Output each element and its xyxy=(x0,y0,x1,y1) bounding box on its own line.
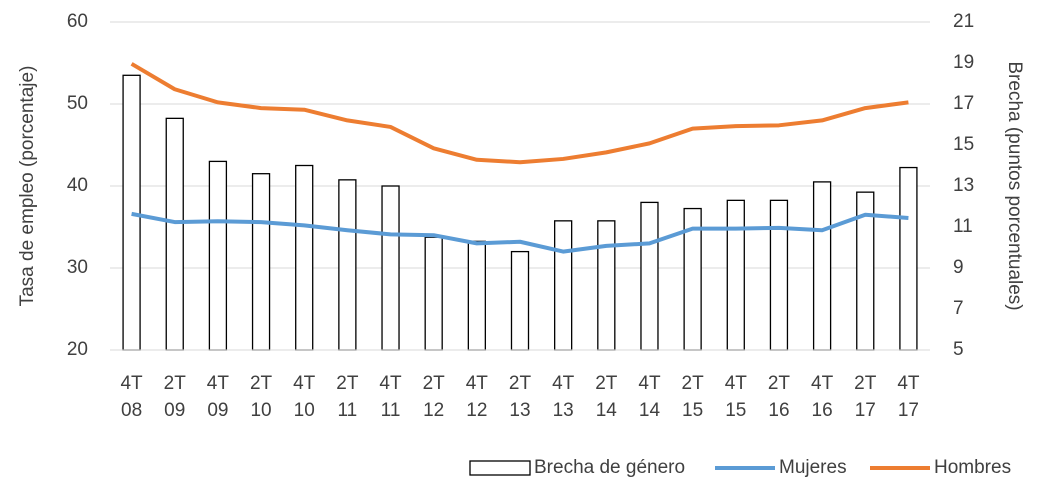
x-tick-label: 4T xyxy=(120,373,143,394)
bar xyxy=(165,117,184,351)
y2-tick-label: 11 xyxy=(953,216,973,237)
x-tick-label: 10 xyxy=(294,400,315,421)
x-tick-label: 2T xyxy=(336,373,359,394)
y2-tick-label: 21 xyxy=(953,11,974,32)
x-tick-label: 4T xyxy=(638,373,661,394)
x-tick-label: 13 xyxy=(509,400,530,421)
x-tick-label: 4T xyxy=(207,373,230,394)
x-tick-label: 11 xyxy=(338,400,358,421)
y2-tick-label: 15 xyxy=(953,134,974,155)
bar xyxy=(769,199,789,351)
bar xyxy=(338,179,357,351)
x-tick-label: 09 xyxy=(164,400,185,421)
x-tick-label: 2T xyxy=(164,373,187,394)
bar xyxy=(122,74,141,351)
y2-tick-label: 5 xyxy=(953,339,964,360)
x-tick-label: 2T xyxy=(423,373,446,394)
x-tick-label: 4T xyxy=(897,373,920,394)
x-tick-label: 17 xyxy=(855,400,876,421)
bar xyxy=(726,199,745,351)
legend-swatch xyxy=(469,460,531,476)
x-tick-label: 2T xyxy=(682,373,705,394)
line-series xyxy=(131,211,909,254)
bar xyxy=(424,236,443,351)
x-tick-label: 4T xyxy=(379,373,402,394)
bar xyxy=(812,181,832,351)
x-tick-label: 2T xyxy=(768,373,791,394)
x-tick-label: 13 xyxy=(553,400,574,421)
x-tick-label: 2T xyxy=(595,373,618,394)
y2-tick-label: 13 xyxy=(953,175,974,196)
x-tick-label: 12 xyxy=(423,400,444,421)
bar xyxy=(381,185,400,351)
y-tick-label: 60 xyxy=(67,11,88,32)
bar xyxy=(251,173,271,351)
legend-label: Mujeres xyxy=(779,457,847,478)
bar xyxy=(597,220,616,351)
x-tick-label: 14 xyxy=(639,400,661,421)
x-tick-label: 2T xyxy=(509,373,532,394)
x-tick-label: 4T xyxy=(811,373,834,394)
x-tick-label: 17 xyxy=(898,400,919,421)
x-tick-label: 15 xyxy=(725,400,746,421)
bar xyxy=(640,201,659,351)
y-axis-label: Tasa de empleo (porcentaje) xyxy=(17,66,38,307)
y-tick-label: 30 xyxy=(67,257,88,278)
bar xyxy=(467,240,486,351)
x-tick-label: 08 xyxy=(121,400,142,421)
x-tick-label: 14 xyxy=(596,400,618,421)
y-tick-label: 40 xyxy=(67,175,88,196)
x-tick-label: 4T xyxy=(293,373,316,394)
bar xyxy=(554,220,573,351)
y2-axis-label: Brecha (puntos porcentuales) xyxy=(1004,61,1025,310)
x-tick-label: 4T xyxy=(552,373,575,394)
legend-label: Hombres xyxy=(934,457,1011,478)
x-tick-label: 15 xyxy=(682,400,703,421)
x-tick-label: 16 xyxy=(768,400,789,421)
y2-tick-label: 19 xyxy=(953,52,974,73)
x-tick-label: 12 xyxy=(466,400,487,421)
y2-tick-label: 9 xyxy=(953,257,964,278)
y-tick-label: 20 xyxy=(67,339,88,360)
y-tick-label: 50 xyxy=(67,93,88,114)
x-tick-label: 4T xyxy=(725,373,748,394)
bar xyxy=(899,166,918,351)
bar xyxy=(208,160,228,351)
x-tick-label: 10 xyxy=(250,400,271,421)
x-tick-label: 4T xyxy=(466,373,489,394)
bar xyxy=(510,250,530,351)
x-tick-label: 09 xyxy=(207,400,228,421)
line-series xyxy=(130,62,909,165)
x-tick-label: 2T xyxy=(854,373,877,394)
x-tick-label: 2T xyxy=(250,373,273,394)
y2-tick-label: 17 xyxy=(953,93,974,114)
legend-label: Brecha de género xyxy=(534,457,685,478)
x-tick-label: 11 xyxy=(381,400,401,421)
x-tick-label: 16 xyxy=(812,400,833,421)
y2-tick-label: 7 xyxy=(953,298,964,319)
bar xyxy=(295,164,314,351)
